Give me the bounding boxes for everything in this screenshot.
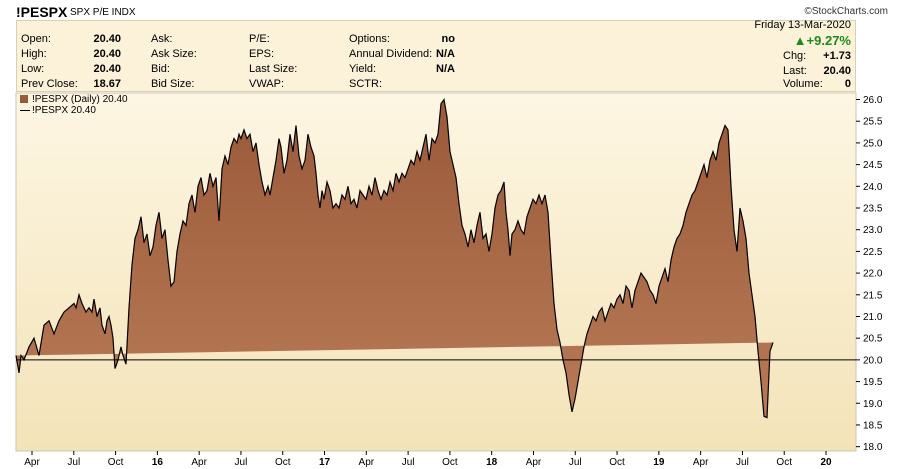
x-axis: Apr Jul Oct 16 Apr Jul Oct 17 Apr Jul Oct 18 Apr Jul O…	[24, 451, 832, 468]
x-tick-label: Apr	[693, 457, 709, 468]
legend-series-label: !PESPX (Daily) 20.40	[32, 94, 128, 105]
y-tick-label: 18.5	[863, 420, 883, 431]
y-tick-label: 19.0	[863, 399, 883, 410]
x-tick-label: Jul	[402, 457, 415, 468]
yield-value: N/A	[436, 63, 455, 75]
high-label: High:	[21, 48, 47, 60]
price-area	[16, 99, 773, 418]
low-label: Low:	[21, 63, 45, 75]
x-tick-label: Jul	[67, 457, 80, 468]
prev-close-value: 18.67	[93, 78, 121, 90]
vwap-label: VWAP:	[249, 78, 285, 90]
y-axis: 18.0 18.5 19.0 19.5 20.0 20.5 21.0 21.5 22.0 22.5…	[856, 95, 883, 453]
x-tick-label: Apr	[24, 457, 40, 468]
dividend-label: Annual Dividend:	[349, 48, 433, 60]
last-size-label: Last Size:	[249, 63, 298, 75]
x-tick-label: Apr	[526, 457, 542, 468]
y-tick-label: 24.5	[863, 160, 883, 171]
volume-label: Volume:	[783, 78, 823, 90]
prev-close-label: Prev Close:	[21, 78, 78, 90]
y-tick-label: 21.0	[863, 312, 883, 323]
low-value: 20.40	[93, 63, 121, 75]
x-tick-label: Jul	[736, 457, 749, 468]
x-tick-label: Oct	[442, 457, 458, 468]
y-tick-label: 21.5	[863, 290, 883, 301]
x-tick-label: Oct	[776, 457, 792, 468]
options-value: no	[441, 33, 455, 45]
last-label: Last:	[783, 65, 807, 77]
x-tick-label: Jul	[569, 457, 582, 468]
y-tick-label: 22.0	[863, 269, 883, 280]
x-tick-label: Oct	[108, 457, 124, 468]
y-tick-label: 26.0	[863, 95, 883, 106]
price-line	[15, 97, 774, 419]
x-tick-label: 17	[319, 457, 331, 468]
y-tick-label: 19.5	[863, 377, 883, 388]
x-tick-label: Apr	[359, 457, 375, 468]
symbol-title: !PESPX	[16, 4, 68, 20]
yield-label: Yield:	[349, 63, 377, 75]
eps-label: EPS:	[249, 48, 275, 60]
y-tick-label: 24.0	[863, 182, 883, 193]
options-label: Options:	[349, 33, 390, 45]
y-tick-label: 25.0	[863, 138, 883, 149]
y-tick-label: 18.0	[863, 442, 883, 453]
quote-date: Friday 13-Mar-2020	[754, 19, 851, 31]
legend-series: !PESPX (Daily) 20.40	[20, 94, 128, 105]
x-tick-label: 20	[820, 457, 832, 468]
legend-swatch	[20, 95, 28, 104]
last-value: 20.40	[823, 65, 851, 77]
ask-size-label: Ask Size:	[151, 48, 197, 60]
y-tick-label: 25.5	[863, 117, 883, 128]
high-value: 20.40	[93, 48, 121, 60]
legend-line: !PESPX 20.40	[20, 105, 96, 116]
sctr-label: SCTR:	[349, 78, 382, 90]
symbol-description: SPX P/E INDX	[70, 7, 136, 18]
x-tick-label: 16	[152, 457, 164, 468]
dividend-value: N/A	[436, 48, 455, 60]
chg-label: Chg:	[783, 50, 807, 62]
x-tick-label: 18	[486, 457, 498, 468]
x-tick-label: Apr	[191, 457, 207, 468]
brand-label: ©StockCharts.com	[804, 6, 888, 17]
open-value: 20.40	[93, 33, 121, 45]
change-percent: ▲+9.27%	[793, 33, 851, 48]
y-tick-label: 20.5	[863, 334, 883, 345]
x-tick-label: 19	[653, 457, 665, 468]
bid-label: Bid:	[151, 63, 170, 75]
pe-label: P/E:	[249, 33, 270, 45]
ask-label: Ask:	[151, 33, 173, 45]
legend-line-swatch	[20, 109, 30, 111]
y-tick-label: 23.5	[863, 203, 883, 214]
y-tick-label: 22.5	[863, 247, 883, 258]
legend-line-label: !PESPX 20.40	[32, 105, 96, 116]
x-tick-label: Jul	[235, 457, 248, 468]
open-label: Open:	[21, 33, 51, 45]
volume-value: 0	[844, 78, 851, 90]
x-tick-label: Oct	[275, 457, 291, 468]
x-tick-label: Oct	[609, 457, 625, 468]
bid-size-label: Bid Size:	[151, 78, 195, 90]
chg-value: +1.73	[823, 50, 851, 62]
quote-panel: Open: 20.40 High: 20.40 Low: 20.40 Prev …	[16, 19, 856, 92]
y-tick-label: 23.0	[863, 225, 883, 236]
y-tick-label: 20.0	[863, 355, 883, 366]
